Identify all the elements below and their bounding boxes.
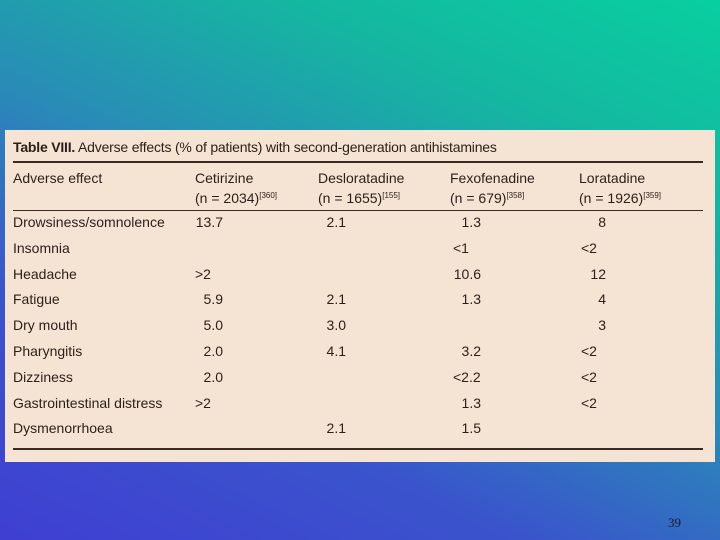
column-header-n: (n = 679)[358] [450, 190, 524, 206]
table-title-text: Adverse effects (% of patients) with sec… [78, 139, 497, 155]
table-cell: <2 [581, 239, 597, 256]
column-header: Desloratadine [318, 170, 405, 186]
row-label: Insomnia [13, 239, 70, 256]
table-cell: 3 [598, 317, 606, 334]
row-label: Headache [13, 265, 77, 282]
column-header-ref: [155] [382, 191, 401, 200]
column-header-ref: [359] [643, 191, 662, 200]
table-cell: 5.9 [203, 291, 223, 308]
table-card: Table VIII. Adverse effects (% of patien… [5, 130, 715, 462]
table-title-label: Table VIII. [13, 139, 76, 155]
table-cell: 2.1 [326, 291, 346, 308]
column-header-n-text: (n = 1926) [579, 190, 644, 206]
row-label: Gastrointestinal distress [13, 394, 163, 411]
table-top-rule [13, 161, 703, 163]
row-label: Drowsiness/somnolence [13, 214, 165, 230]
table-cell: <1 [453, 239, 469, 256]
column-header-n: (n = 1655)[155] [318, 190, 400, 206]
column-header: Cetirizine [195, 170, 254, 186]
column-header: Loratadine [579, 170, 646, 186]
table-title: Table VIII. Adverse effects (% of patien… [13, 139, 497, 155]
table-cell: 3.0 [326, 317, 346, 334]
row-label: Fatigue [13, 291, 60, 308]
table-cell: 2.0 [203, 368, 223, 385]
table-cell: 2.1 [326, 214, 346, 230]
row-label: Dizziness [13, 368, 73, 385]
column-header-ref: [360] [259, 191, 278, 200]
table-cell: 13.7 [195, 214, 223, 230]
table-cell: 2.0 [203, 343, 223, 359]
column-header-n-text: (n = 2034) [195, 190, 260, 206]
table-cell: >2 [195, 394, 211, 411]
column-header-n-text: (n = 679) [450, 190, 507, 206]
column-header-ref: [358] [506, 191, 525, 200]
table-cell: 4 [598, 291, 606, 308]
table-cell: 1.3 [461, 214, 481, 230]
column-header-n-text: (n = 1655) [318, 190, 383, 206]
table-cell: 8 [598, 214, 606, 230]
row-label: Pharyngitis [13, 343, 83, 359]
page-number: 39 [668, 515, 681, 530]
table-header-rule [13, 210, 703, 211]
table-bottom-rule [13, 448, 703, 450]
table-cell: <2 [581, 394, 597, 411]
table-cell: <2 [581, 343, 597, 359]
table-cell: 1.3 [461, 394, 481, 411]
table-cell: 1.5 [461, 420, 481, 437]
table-cell: 5.0 [203, 317, 223, 334]
row-label: Dysmenorrhoea [13, 420, 113, 437]
table-cell: <2.2 [453, 368, 481, 385]
column-header: Fexofenadine [450, 170, 535, 186]
column-header: Adverse effect [13, 170, 103, 186]
table-cell: 3.2 [461, 343, 481, 359]
table-cell: 10.6 [453, 265, 481, 282]
row-label: Dry mouth [13, 317, 78, 334]
table-cell: 2.1 [326, 420, 346, 437]
table-cell: >2 [195, 265, 211, 282]
table-cell: 1.3 [461, 291, 481, 308]
table-cell: 12 [590, 265, 606, 282]
table-cell: <2 [581, 368, 597, 385]
table-cell: 4.1 [326, 343, 346, 359]
column-header-n: (n = 1926)[359] [579, 190, 661, 206]
column-header-n: (n = 2034)[360] [195, 190, 277, 206]
